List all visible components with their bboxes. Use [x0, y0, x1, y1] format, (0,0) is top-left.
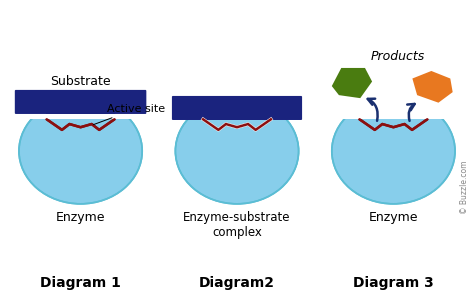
Ellipse shape [175, 98, 299, 204]
Text: Diagram 1: Diagram 1 [40, 276, 121, 290]
Polygon shape [412, 71, 453, 103]
Text: Enzyme-substrate
complex: Enzyme-substrate complex [183, 211, 291, 239]
Text: Diagram2: Diagram2 [199, 276, 275, 290]
Polygon shape [332, 68, 372, 98]
Ellipse shape [332, 98, 455, 204]
Polygon shape [322, 68, 465, 119]
Polygon shape [0, 53, 166, 119]
Polygon shape [166, 68, 308, 119]
Polygon shape [173, 97, 301, 119]
Ellipse shape [19, 98, 142, 204]
Text: Enzyme: Enzyme [56, 211, 105, 224]
Text: © Buzzle.com: © Buzzle.com [460, 160, 469, 214]
Polygon shape [9, 68, 152, 119]
Text: Active site: Active site [93, 104, 165, 125]
Polygon shape [179, 66, 294, 130]
Polygon shape [16, 91, 146, 113]
Polygon shape [152, 53, 322, 119]
Polygon shape [23, 66, 138, 130]
Text: Diagram 3: Diagram 3 [353, 276, 434, 290]
Text: Products: Products [371, 50, 425, 63]
Text: Substrate: Substrate [50, 75, 111, 88]
Polygon shape [336, 66, 451, 130]
Polygon shape [308, 53, 474, 119]
Text: Enzyme: Enzyme [369, 211, 418, 224]
